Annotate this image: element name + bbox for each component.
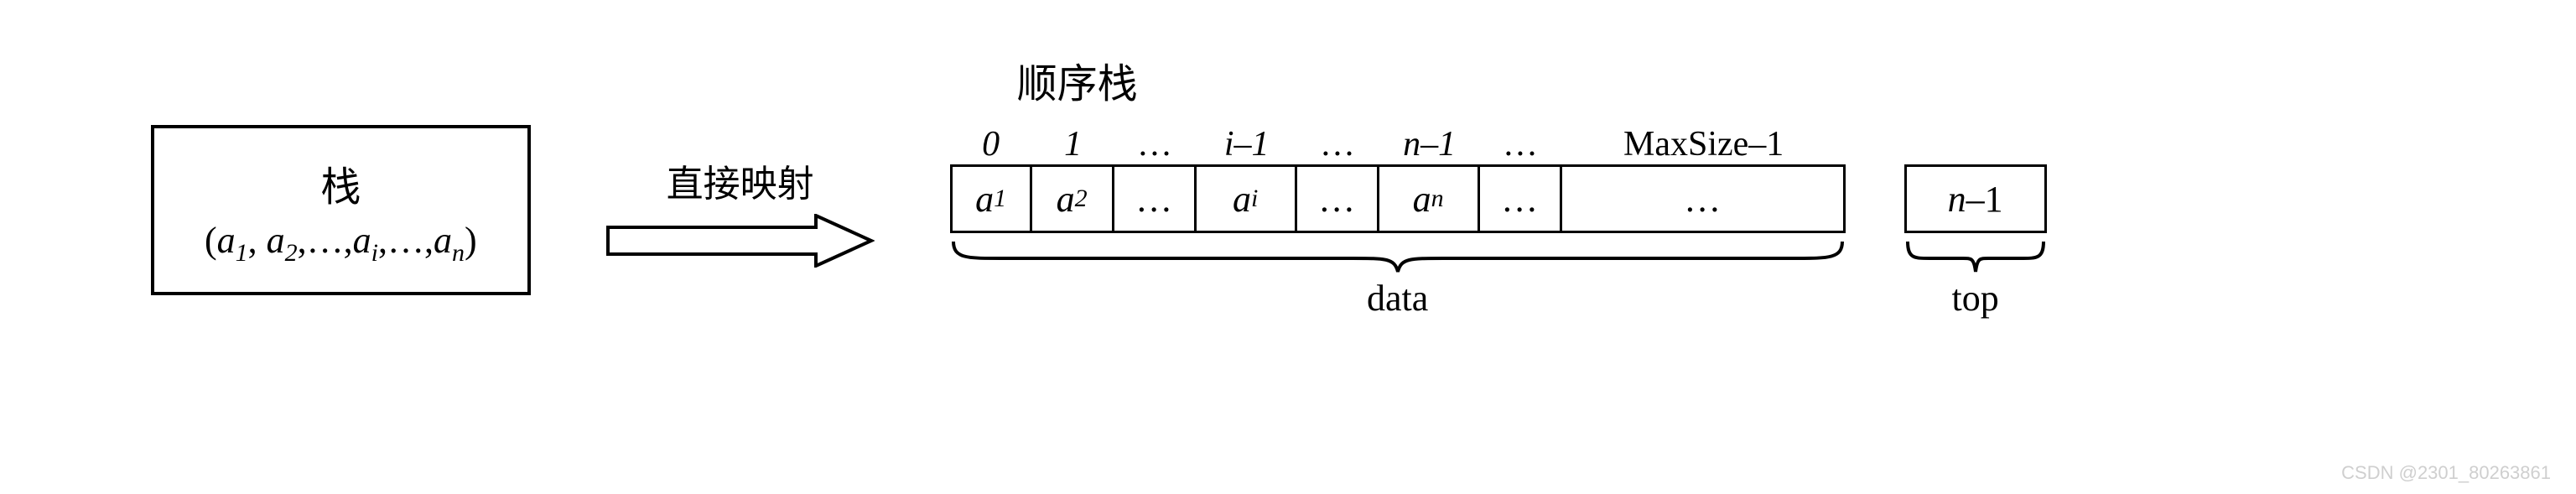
- array-cell: …: [1562, 164, 1846, 233]
- array-area: 0 1 … i–1 … n–1 … MaxSize–1 a1 a2 … ai ……: [950, 124, 2047, 320]
- index-label: …: [1114, 124, 1197, 164]
- stack-sequence: (a1, a2,…,ai,…,an): [205, 219, 477, 268]
- watermark: CSDN @2301_80263861: [2341, 462, 2551, 484]
- sequential-stack-section: 顺序栈 0 1 … i–1 … n–1 … MaxSize–1 a1 a2 … …: [950, 50, 2047, 320]
- brace-gap: [1846, 238, 1904, 275]
- index-label: 1: [1032, 124, 1114, 164]
- index-label: n–1: [1379, 124, 1480, 164]
- sequential-stack-title: 顺序栈: [1017, 50, 1138, 109]
- stack-title: 栈: [205, 153, 477, 212]
- brace-icon: [1904, 238, 2047, 275]
- array-cell: …: [1297, 164, 1379, 233]
- arrow-icon: [606, 214, 875, 268]
- label-gap: [1846, 277, 1904, 320]
- stack-definition-box: 栈 (a1, a2,…,ai,…,an): [151, 125, 531, 296]
- data-label: data: [950, 277, 1846, 320]
- array-cell: a1: [950, 164, 1032, 233]
- index-label: MaxSize–1: [1562, 124, 1846, 164]
- brace-icon: [950, 238, 1846, 275]
- cell-row: a1 a2 … ai … an … … n–1: [950, 164, 2047, 233]
- index-label: …: [1480, 124, 1562, 164]
- array-cell: an: [1379, 164, 1480, 233]
- index-label: …: [1297, 124, 1379, 164]
- cell-gap: [1846, 164, 1904, 233]
- mapping-arrow-section: 直接映射: [606, 153, 875, 268]
- brace-row: [950, 238, 2047, 275]
- top-label: top: [1904, 277, 2047, 320]
- top-cell: n–1: [1904, 164, 2047, 233]
- brace-label-row: data top: [950, 277, 2047, 320]
- index-label: i–1: [1197, 124, 1297, 164]
- index-label: 0: [950, 124, 1032, 164]
- index-row: 0 1 … i–1 … n–1 … MaxSize–1: [950, 124, 2047, 164]
- array-cell: …: [1480, 164, 1562, 233]
- array-cell: a2: [1032, 164, 1114, 233]
- arrow-label: 直接映射: [667, 153, 814, 207]
- array-cell: ai: [1197, 164, 1297, 233]
- array-cell: …: [1114, 164, 1197, 233]
